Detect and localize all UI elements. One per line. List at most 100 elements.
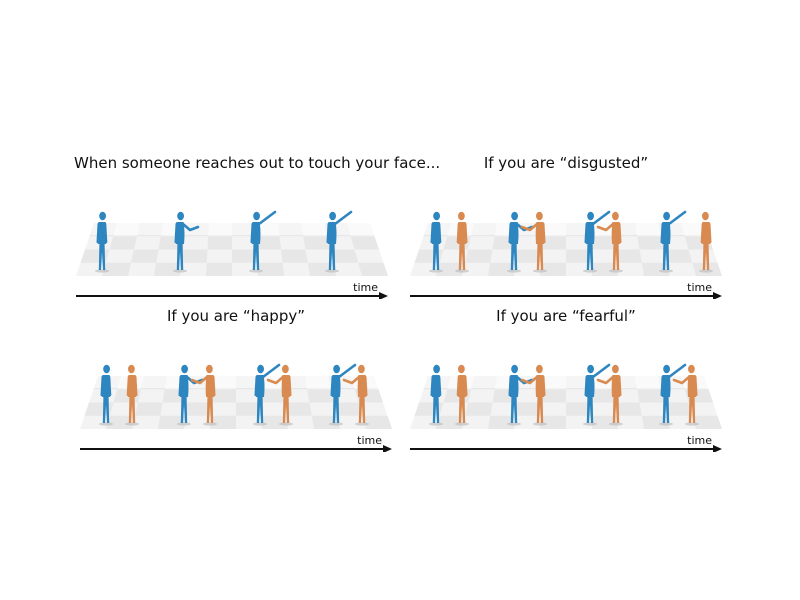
figure-legs (252, 244, 260, 270)
floor-tile (106, 415, 135, 429)
blue-figure (177, 364, 204, 426)
figure-back-arm (211, 375, 216, 397)
figure-back-arm (541, 375, 546, 397)
figure-shadow (583, 269, 597, 273)
floor-tile (589, 236, 615, 250)
figure-back-arm (178, 375, 183, 397)
figure-back-arm (287, 375, 292, 397)
figure-legs (328, 244, 336, 270)
figure-head (612, 211, 619, 221)
figure-front-arm (333, 210, 353, 226)
figure-legs (458, 397, 466, 423)
figure-legs (128, 397, 136, 423)
floor-tile (210, 415, 236, 429)
figure-legs (586, 244, 594, 270)
figure-back-arm (463, 375, 468, 397)
floor-tile (641, 262, 670, 276)
figure-shadow (507, 269, 521, 273)
floor-tile (84, 402, 114, 416)
figure-front-arm (437, 222, 442, 244)
figure-legs (612, 397, 620, 423)
figure-legs (432, 244, 440, 270)
floor-tile (541, 389, 566, 403)
figure-shadow (533, 269, 547, 273)
floor-tile (488, 262, 516, 276)
floor-tile (436, 415, 465, 429)
figure-front-arm (126, 375, 131, 397)
floor-tile (334, 402, 363, 416)
figure-shadow (609, 269, 623, 273)
scene: time (410, 331, 722, 452)
figure-front-arm (667, 363, 687, 379)
figure-back-arm (100, 375, 105, 397)
figure-legs (180, 397, 188, 423)
checkered-floor (80, 374, 392, 429)
figure-head (206, 364, 213, 374)
floor-tile (207, 236, 232, 250)
floor-tile (615, 249, 642, 263)
figure-front-arm (107, 375, 112, 397)
figure-back-arm (430, 375, 435, 397)
figure-back-arm (508, 222, 513, 244)
floor-tile (540, 415, 566, 429)
figure-head (257, 364, 264, 374)
floor-tile (350, 236, 379, 250)
time-axis-arrowhead (383, 445, 392, 452)
figure-legs (358, 397, 366, 423)
figure-front-arm (103, 222, 108, 244)
figure-back-arm (584, 375, 589, 397)
floor-tile (641, 415, 670, 429)
figure-legs (586, 397, 594, 423)
figure-head (458, 211, 465, 221)
time-axis-arrowhead (713, 445, 722, 452)
figure-head (702, 211, 709, 221)
blue-figure (583, 363, 611, 426)
figure-front-arm (591, 210, 611, 226)
panel-neutral-reach: When someone reaches out to touch your f… (74, 153, 440, 299)
scene-svg (410, 210, 722, 299)
figure-back-arm (617, 222, 622, 244)
orange-figure (266, 364, 293, 426)
figure-head (663, 364, 670, 374)
blue-figure (659, 210, 687, 273)
checkered-floor (410, 221, 722, 276)
figure-head (587, 211, 594, 221)
orange-figure (520, 364, 547, 426)
blue-figure (583, 210, 611, 273)
time-label: time (357, 434, 382, 447)
floor-tile (158, 415, 186, 429)
figure-head (536, 364, 543, 374)
figure-head (333, 364, 340, 374)
floor-tile (303, 236, 330, 250)
floor-tile (515, 249, 542, 263)
scene: time (76, 178, 388, 299)
blue-figure (95, 211, 109, 273)
figure-legs (688, 397, 696, 423)
figure-back-arm (508, 375, 513, 397)
figure-shadow (125, 422, 139, 426)
floor-tile (414, 402, 444, 416)
blue-figure (329, 363, 357, 426)
figure-back-arm (617, 375, 622, 397)
figure-head (688, 364, 695, 374)
floor-fade (410, 221, 722, 235)
figure-head (181, 364, 188, 374)
figure-legs (102, 397, 110, 423)
figure-head (253, 211, 260, 221)
blue-figure (429, 211, 443, 273)
figure-back-arm (541, 222, 546, 244)
figure-head (433, 364, 440, 374)
figure-legs (176, 244, 184, 270)
floor-tile (154, 262, 182, 276)
figure-shadow (507, 422, 521, 426)
figure-legs (98, 244, 106, 270)
orange-figure (455, 364, 469, 426)
panel-title: If you are “disgusted” (483, 154, 649, 172)
floor-tile (591, 415, 618, 429)
figure-back-arm (660, 222, 665, 244)
floor-tile (185, 402, 212, 416)
figure-shadow (685, 422, 699, 426)
figure-back-arm (430, 222, 435, 244)
figure-front-arm (520, 222, 539, 232)
figure-front-arm (515, 375, 534, 385)
